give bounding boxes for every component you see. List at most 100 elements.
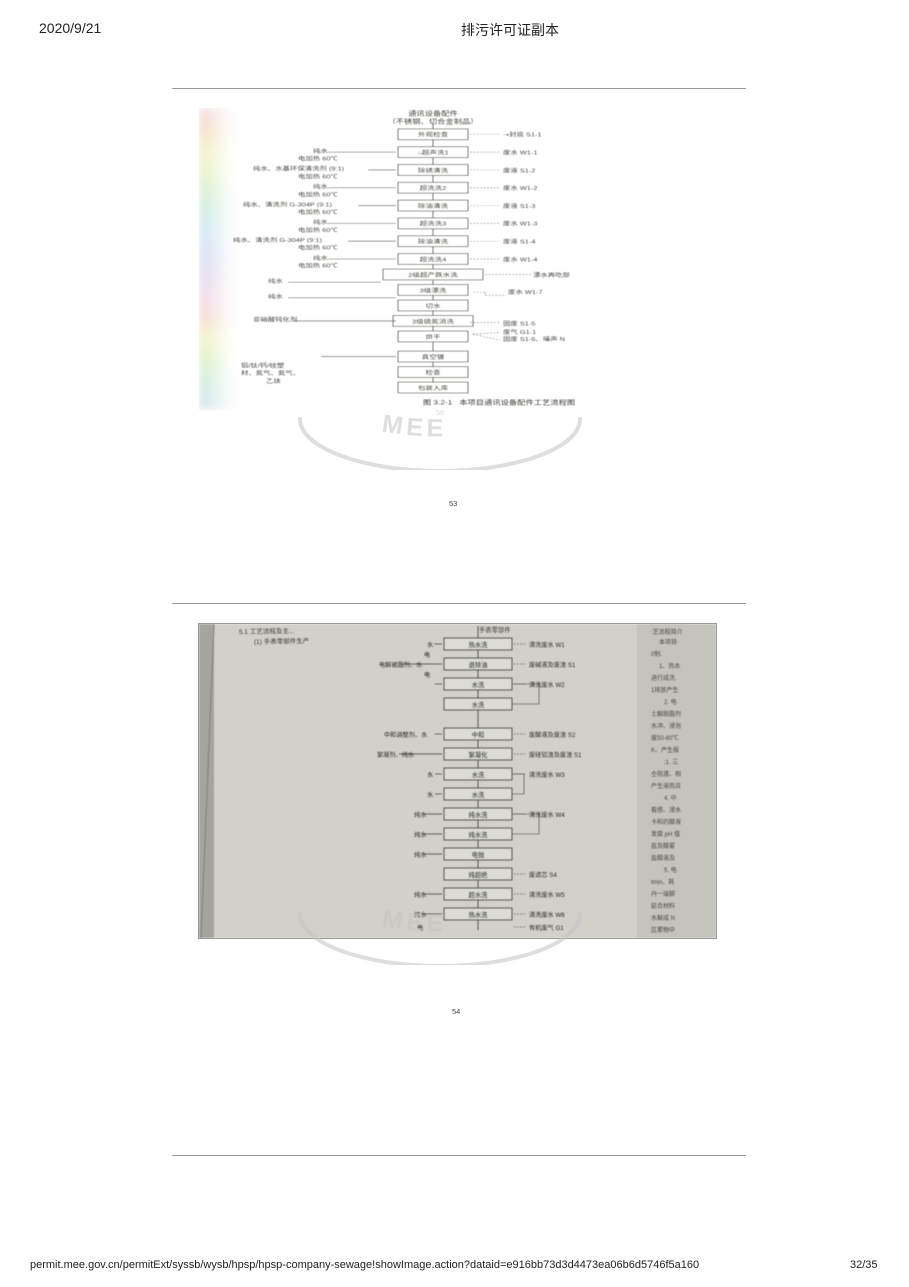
svg-text:中和调整剂、水: 中和调整剂、水 bbox=[384, 731, 428, 739]
svg-text:固废 S1-6、噪声 N: 固废 S1-6、噪声 N bbox=[503, 335, 565, 343]
svg-text:超水洗: 超水洗 bbox=[469, 890, 489, 899]
svg-text:0制.: 0制. bbox=[651, 650, 662, 658]
svg-text:废液 S1-2: 废液 S1-2 bbox=[503, 166, 536, 174]
svg-text::1. 三: :1. 三 bbox=[664, 759, 678, 766]
svg-text:卡和的酸液: 卡和的酸液 bbox=[651, 818, 681, 826]
svg-text:烘干: 烘干 bbox=[425, 333, 440, 341]
svg-text:纯水: 纯水 bbox=[414, 831, 427, 839]
svg-text:固废 S1-5: 固废 S1-5 bbox=[503, 320, 536, 328]
svg-text:1排放产生: 1排放产生 bbox=[651, 686, 678, 694]
svg-text:电抛: 电抛 bbox=[472, 850, 485, 859]
svg-text:外观检查: 外观检查 bbox=[418, 131, 449, 139]
svg-text:电: 电 bbox=[424, 651, 430, 659]
svg-text:2级超产跌水洗: 2级超产跌水洗 bbox=[408, 271, 458, 279]
svg-text:电加热 60℃: 电加热 60℃ bbox=[298, 261, 338, 269]
svg-text:废水 W1-4: 废水 W1-4 bbox=[503, 255, 538, 263]
svg-text:纯超绝: 纯超绝 bbox=[469, 870, 489, 879]
svg-text:水洗: 水洗 bbox=[472, 700, 485, 709]
svg-text:废水 W1-7: 废水 W1-7 bbox=[508, 288, 543, 296]
svg-text:漂水再吃部: 漂水再吃部 bbox=[533, 271, 570, 279]
svg-text:除油清洗: 除油清洗 bbox=[418, 202, 449, 210]
svg-text:土解脱脂剂: 土解脱脂剂 bbox=[651, 710, 681, 718]
svg-text:废水 W1-3: 废水 W1-3 bbox=[503, 220, 538, 228]
svg-text:看感、浸水: 看感、浸水 bbox=[651, 806, 681, 814]
svg-text:⌂超声洗1: ⌂超声洗1 bbox=[417, 148, 449, 156]
svg-text:废滤芯 S4: 废滤芯 S4 bbox=[529, 871, 557, 879]
svg-text:水: 水 bbox=[427, 791, 434, 799]
svg-text:清洗废水 W5: 清洗废水 W5 bbox=[529, 891, 565, 899]
svg-text:废水 W1-1: 废水 W1-1 bbox=[503, 148, 538, 156]
svg-text:本项目·: 本项目· bbox=[659, 638, 679, 646]
svg-text:纯水: 纯水 bbox=[414, 891, 427, 899]
svg-text:盐酸液及: 盐酸液及 bbox=[651, 854, 675, 862]
svg-text:亚硝酸钝化剂: 亚硝酸钝化剂 bbox=[253, 316, 298, 324]
svg-text:盐及酸雾: 盐及酸雾 bbox=[651, 842, 675, 850]
svg-text:纯水洗: 纯水洗 bbox=[469, 830, 489, 839]
svg-text:纯水、清洗剂 G-304P (9:1): 纯水、清洗剂 G-304P (9:1) bbox=[243, 200, 332, 208]
svg-text:仝阻渡、相: 仝阻渡、相 bbox=[651, 770, 681, 778]
svg-text:絮凝剂、纯水: 絮凝剂、纯水 bbox=[377, 751, 415, 759]
svg-text:纯水: 纯水 bbox=[414, 811, 427, 819]
svg-text:废液 S1-4: 废液 S1-4 bbox=[503, 237, 536, 245]
svg-text:纯水: 纯水 bbox=[268, 277, 283, 285]
svg-text:废液 S1-3: 废液 S1-3 bbox=[503, 202, 536, 210]
svg-text:纯水: 纯水 bbox=[313, 254, 328, 262]
svg-text:3级硫氮消洗: 3级硫氮消洗 bbox=[412, 317, 454, 325]
svg-text:电加热 60℃: 电加热 60℃ bbox=[298, 155, 338, 163]
svg-text:纯水: 纯水 bbox=[268, 292, 283, 300]
svg-text:手表零部件: 手表零部件 bbox=[479, 625, 510, 634]
svg-text:退除油: 退除油 bbox=[469, 660, 488, 669]
svg-text:电加热 60℃: 电加热 60℃ bbox=[298, 190, 338, 198]
svg-text:检查: 检查 bbox=[425, 368, 440, 376]
svg-text:水洗: 水洗 bbox=[472, 770, 485, 779]
svg-text:K、产生报: K、产生报 bbox=[651, 746, 679, 754]
svg-text:电: 电 bbox=[424, 671, 430, 679]
svg-text::艺流程简介: :艺流程简介 bbox=[651, 628, 683, 636]
svg-text:MEE: MEE bbox=[380, 905, 447, 938]
svg-text:丹一端脚: 丹一端脚 bbox=[651, 890, 675, 898]
svg-text:水: 水 bbox=[427, 771, 434, 779]
svg-text:除锈清洗: 除锈清洗 bbox=[418, 166, 449, 174]
svg-text:水: 水 bbox=[427, 641, 434, 649]
svg-text:清洗废水 W1: 清洗废水 W1 bbox=[529, 641, 565, 649]
svg-text:真空镀: 真空镀 bbox=[422, 353, 445, 361]
svg-text:电加热 60℃: 电加热 60℃ bbox=[298, 172, 338, 180]
svg-text:纯水: 纯水 bbox=[313, 218, 328, 226]
svg-text:MEE: MEE bbox=[380, 410, 447, 443]
svg-text:电加热 60℃: 电加热 60℃ bbox=[298, 208, 338, 216]
svg-text:发面 pH 值: 发面 pH 值 bbox=[651, 830, 680, 838]
svg-text:水洗: 水洗 bbox=[472, 790, 485, 799]
svg-text:水洗: 水洗 bbox=[472, 680, 485, 689]
svg-text:通讯设备配件: 通讯设备配件 bbox=[408, 109, 458, 118]
svg-text:絮凝化: 絮凝化 bbox=[469, 750, 489, 759]
svg-text:超洗洗3: 超洗洗3 bbox=[420, 220, 447, 228]
svg-text:废碱液及废渣 S1: 废碱液及废渣 S1 bbox=[529, 661, 576, 669]
svg-text:废酸液及废渣 S2: 废酸液及废渣 S2 bbox=[529, 731, 576, 739]
svg-text:水冲、浸泡: 水冲、浸泡 bbox=[651, 722, 681, 730]
svg-text:水解成 N: 水解成 N bbox=[651, 914, 675, 922]
svg-text:清洗废水 W2: 清洗废水 W2 bbox=[529, 681, 565, 689]
svg-text:2. 电: 2. 电 bbox=[664, 698, 677, 706]
svg-text:度50-60℃: 度50-60℃ bbox=[651, 734, 678, 742]
svg-text:包装入库: 包装入库 bbox=[418, 384, 449, 392]
svg-text:超洗洗4: 超洗洗4 bbox=[420, 255, 447, 263]
svg-text:超洗洗2: 超洗洗2 bbox=[420, 184, 447, 192]
svg-text:tmin、耗: tmin、耗 bbox=[651, 878, 674, 886]
svg-text:纯水: 纯水 bbox=[313, 182, 328, 190]
svg-text:废水 W1-2: 废水 W1-2 bbox=[503, 184, 538, 192]
svg-text:除油清洗: 除油清洗 bbox=[418, 237, 449, 245]
svg-text:电加热 60℃: 电加热 60℃ bbox=[298, 226, 338, 234]
svg-text:进行成洗.: 进行成洗. bbox=[651, 674, 677, 682]
svg-text:产生液而且: 产生液而且 bbox=[651, 782, 681, 790]
svg-text:电加热 60℃: 电加热 60℃ bbox=[298, 244, 338, 252]
svg-text:切水: 切水 bbox=[425, 302, 440, 310]
svg-text:废气 G1-1: 废气 G1-1 bbox=[503, 328, 537, 336]
svg-text:乙炔: 乙炔 bbox=[266, 377, 281, 385]
svg-text:废硅铝渣及废渣 S1: 废硅铝渣及废渣 S1 bbox=[529, 751, 582, 759]
svg-text:5. 电: 5. 电 bbox=[664, 866, 677, 874]
svg-text:区累物中: 区累物中 bbox=[651, 926, 675, 934]
svg-text:铝/钛/钙/硅塑: 铝/钛/钙/硅塑 bbox=[241, 361, 285, 369]
svg-text:中和: 中和 bbox=[472, 730, 485, 739]
svg-text:纯水: 纯水 bbox=[414, 851, 427, 859]
svg-text:清洗废水 W4: 清洗废水 W4 bbox=[529, 811, 565, 819]
